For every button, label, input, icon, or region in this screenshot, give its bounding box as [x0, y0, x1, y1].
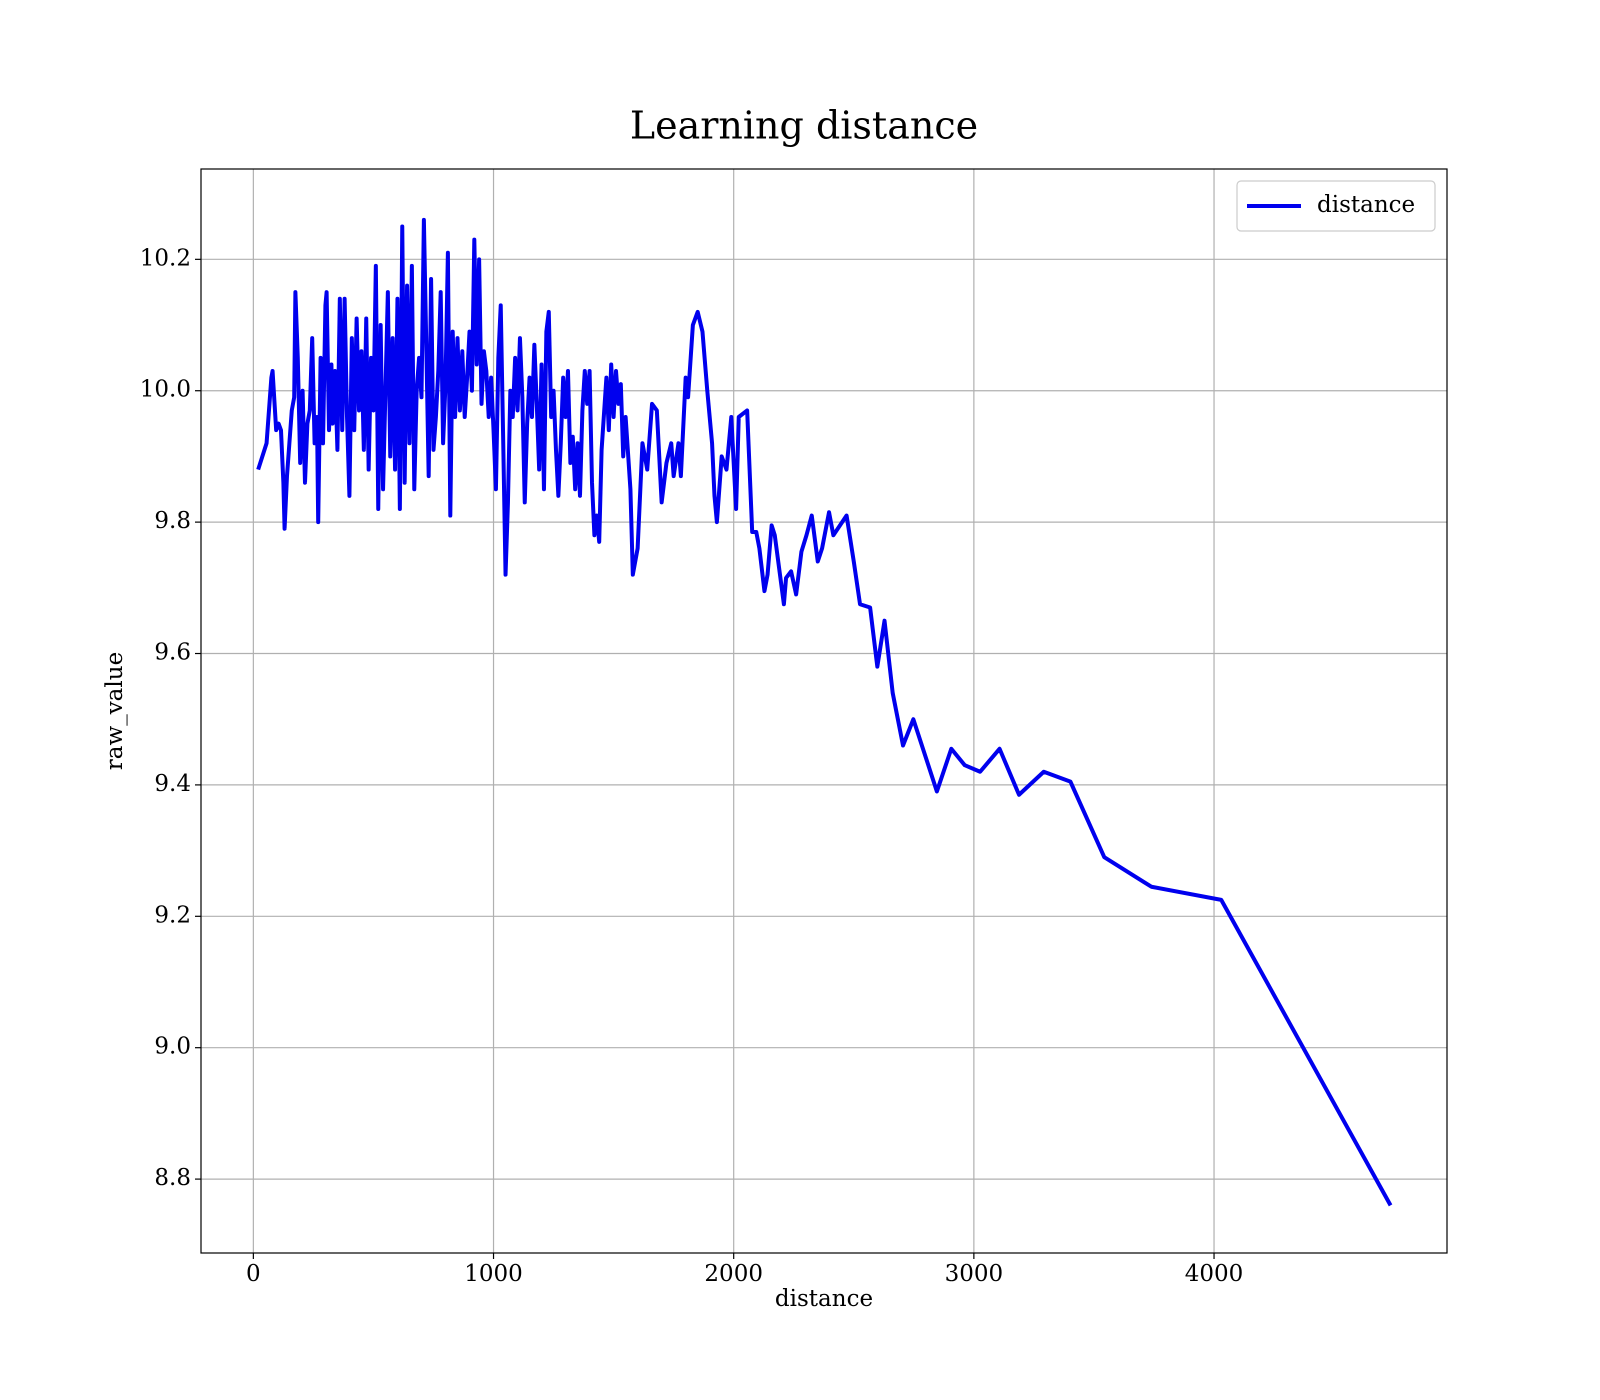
x-tick-label: 1000 — [464, 1261, 523, 1287]
y-axis-label: raw_value — [102, 652, 128, 770]
y-tick-label: 8.8 — [154, 1165, 191, 1191]
plot-frame — [200, 168, 1448, 1254]
data-line — [256, 217, 1393, 1207]
y-tick-label: 9.4 — [154, 771, 191, 797]
chart-title: Learning distance — [630, 104, 978, 148]
y-tick-label: 9.6 — [154, 640, 191, 666]
y-tick-label: 9.8 — [154, 508, 191, 534]
y-tick-label: 9.0 — [154, 1034, 191, 1060]
x-tick-label: 3000 — [945, 1261, 1004, 1287]
x-tick-label: 0 — [246, 1261, 261, 1287]
legend-box — [1236, 180, 1436, 232]
y-tick-label: 9.2 — [154, 902, 191, 928]
y-tick-label: 10.2 — [140, 245, 191, 271]
x-tick-label: 2000 — [704, 1261, 763, 1287]
legend-label: distance — [1317, 192, 1415, 218]
x-axis-label: distance — [775, 1286, 873, 1312]
x-tick-label: 4000 — [1185, 1261, 1244, 1287]
y-tick-label: 10.0 — [140, 377, 191, 403]
